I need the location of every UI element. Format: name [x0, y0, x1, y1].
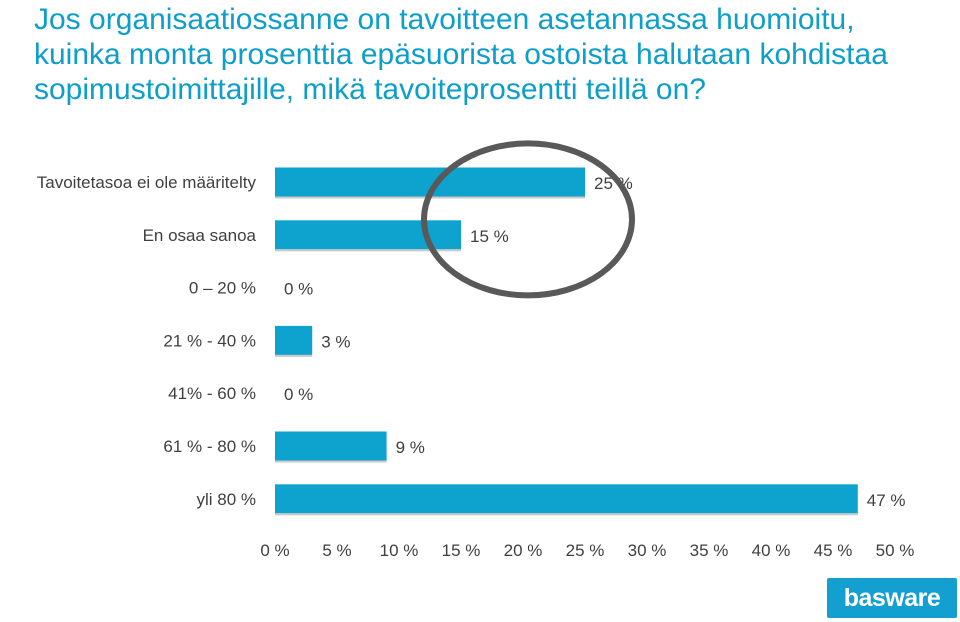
category-label-5: 61 % - 80 %	[163, 437, 256, 456]
category-label-1: En osaa sanoa	[143, 226, 257, 245]
x-axis-tick-labels: 0 % 5 % 10 % 15 % 20 % 25 % 30 % 35 % 40 % 45 % 50…	[260, 541, 914, 560]
bar-3	[275, 325, 313, 355]
x-tick-label-2: 10 %	[380, 541, 419, 560]
bar-shadow-6	[275, 513, 858, 516]
x-tick-label-4: 20 %	[504, 541, 543, 560]
annotation-layer	[421, 140, 635, 299]
category-label-3: 21 % - 40 %	[163, 331, 256, 350]
value-labels: 25 %15 %0 %3 %0 %9 %47 %	[284, 174, 906, 510]
x-tick-label-8: 40 %	[752, 541, 791, 560]
x-tick-label-0: 0 %	[260, 541, 289, 560]
chart-title: Jos organisaatiossanne on tavoitteen ase…	[34, 3, 888, 106]
x-tick-label-6: 30 %	[628, 541, 667, 560]
x-tick-label-5: 25 %	[566, 541, 605, 560]
bar-shadow-3	[275, 354, 313, 357]
x-tick-label-3: 15 %	[442, 541, 481, 560]
x-tick-label-10: 50 %	[876, 541, 915, 560]
value-label-6: 47 %	[867, 491, 906, 510]
category-label-6: yli 80 %	[196, 490, 256, 509]
category-label-4: 41% - 60 %	[168, 384, 256, 403]
category-label-2: 0 – 20 %	[189, 279, 256, 298]
value-label-5: 9 %	[396, 438, 425, 457]
x-tick-label-1: 5 %	[322, 541, 351, 560]
category-label-0: Tavoitetasoa ei ole määritelty	[37, 173, 257, 192]
value-label-2: 0 %	[284, 280, 313, 299]
bar-6	[275, 484, 858, 514]
bar-shadow-1	[275, 249, 461, 252]
x-tick-label-7: 35 %	[690, 541, 729, 560]
value-label-1: 15 %	[470, 227, 509, 246]
bar-5	[275, 431, 387, 461]
bars-layer	[275, 167, 858, 516]
value-label-4: 0 %	[284, 385, 313, 404]
value-label-3: 3 %	[321, 332, 350, 351]
category-labels: Tavoitetasoa ei ole määritelty En osaa sa…	[37, 173, 257, 509]
logo-text: basware	[843, 584, 941, 612]
highlight-ellipse	[421, 140, 635, 299]
bar-chart: Tavoitetasoa ei ole määritelty En osaa sa…	[37, 140, 914, 560]
x-tick-label-9: 45 %	[814, 541, 853, 560]
basware-logo: basware	[827, 578, 957, 618]
bar-shadow-5	[275, 460, 387, 463]
